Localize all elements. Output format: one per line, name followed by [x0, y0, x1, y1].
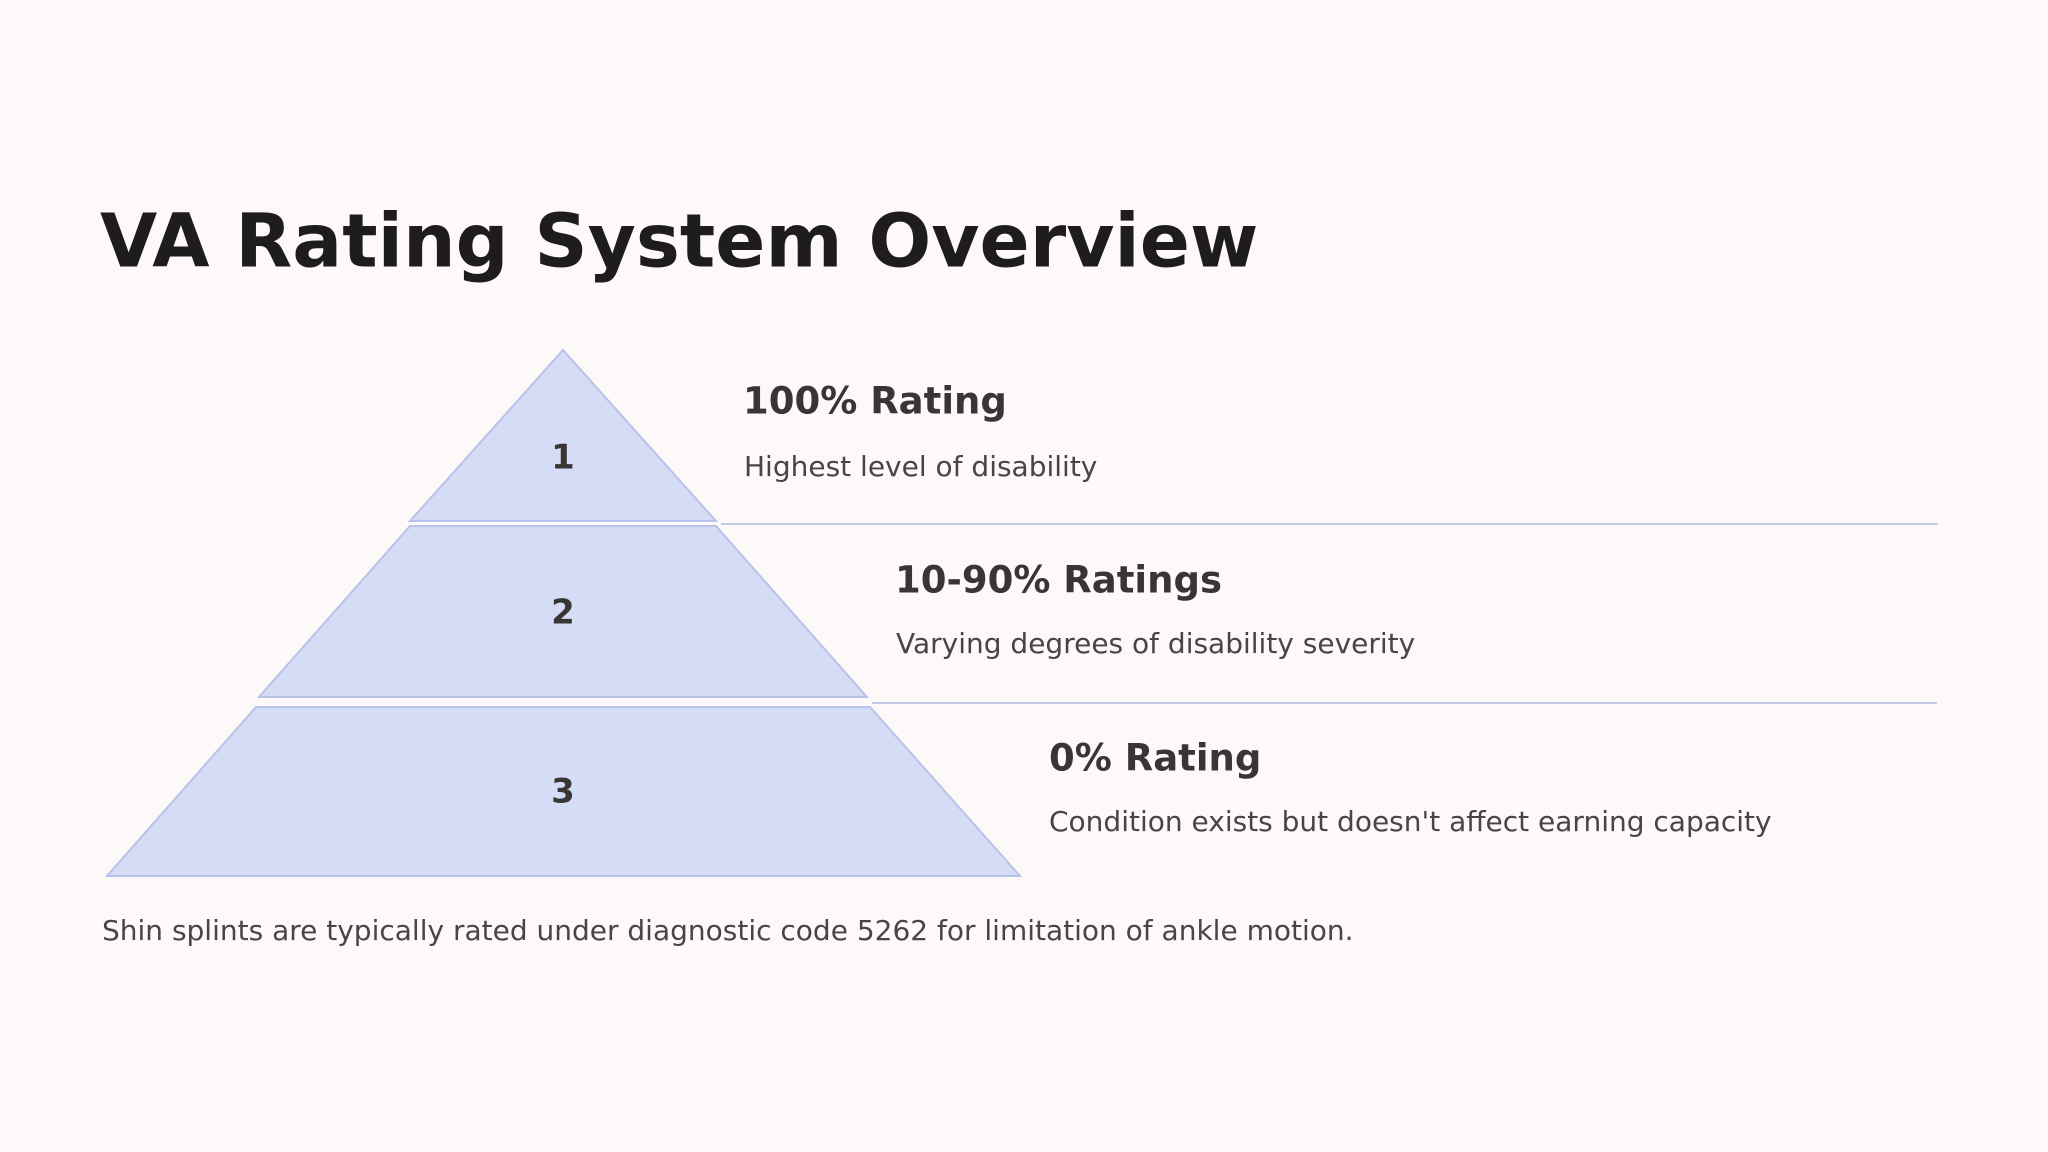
footnote: Shin splints are typically rated under d…: [102, 914, 1354, 947]
pyramid-tier: [104, 706, 1023, 877]
tier-number: 3: [551, 772, 575, 812]
tier-heading: 0% Rating: [1049, 737, 1261, 780]
pyramid-tier: [256, 525, 870, 698]
tier-heading: 100% Rating: [743, 380, 1007, 423]
tier-description: Condition exists but doesn't affect earn…: [1049, 805, 1772, 838]
tier-number: 2: [551, 593, 575, 633]
tier-description: Varying degrees of disability severity: [896, 627, 1415, 660]
pyramid-tier: [407, 348, 719, 522]
title: VA Rating System Overview: [100, 199, 1258, 285]
tier-number: 1: [551, 438, 575, 478]
tier-heading: 10-90% Ratings: [895, 559, 1222, 602]
tier-description: Highest level of disability: [744, 450, 1097, 483]
